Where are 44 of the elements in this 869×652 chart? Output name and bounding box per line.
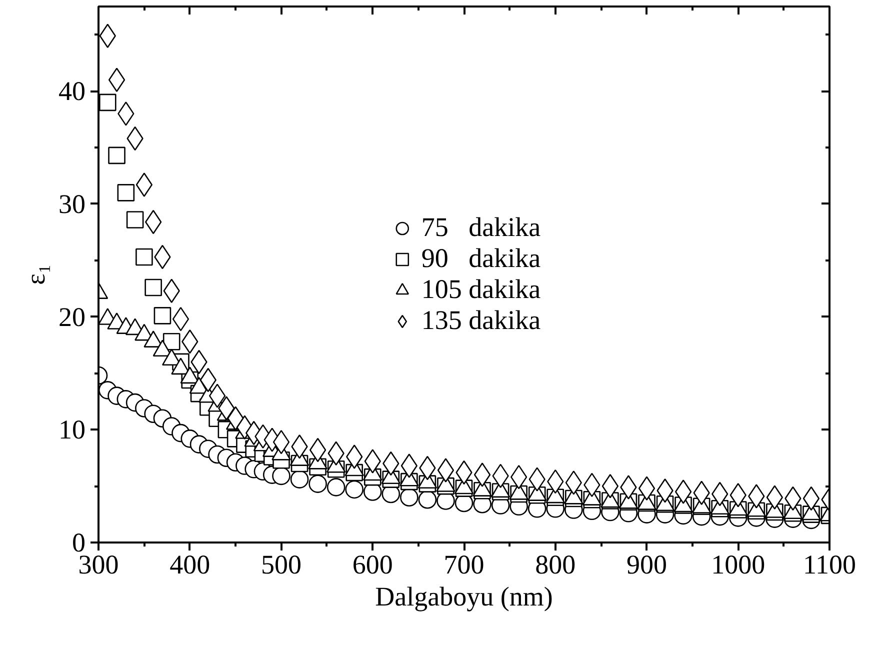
point	[802, 486, 820, 511]
point	[638, 476, 656, 500]
point	[136, 172, 153, 197]
point	[602, 474, 619, 498]
point	[108, 146, 126, 164]
point	[162, 332, 180, 350]
point	[208, 384, 226, 408]
point	[309, 438, 326, 462]
x-tick-label: 1100	[803, 550, 856, 580]
point	[308, 474, 327, 493]
x-tick-label: 500	[261, 550, 302, 580]
y-tick-label: 10	[58, 414, 86, 445]
legend-label: 135 dakika	[421, 305, 541, 336]
point	[172, 306, 190, 332]
legend-label: 90 dakika	[421, 243, 541, 274]
y-tick-label: 40	[58, 76, 86, 106]
point	[437, 458, 454, 482]
point	[474, 462, 491, 487]
x-tick-label: 1000	[711, 550, 766, 580]
point	[326, 478, 346, 496]
point	[272, 430, 290, 454]
y-tick-label: 30	[58, 188, 86, 219]
y-axis-title: ε₁	[20, 264, 50, 285]
point	[126, 211, 144, 228]
point	[108, 68, 126, 92]
point	[117, 184, 135, 202]
point	[272, 466, 290, 486]
x-tick-label: 400	[170, 550, 210, 580]
x-tick-label: 600	[352, 550, 393, 580]
x-tick-label: 700	[444, 550, 484, 580]
legend-label: 75 dakika	[421, 212, 541, 243]
legend-label: 105 dakika	[421, 274, 541, 305]
point	[290, 470, 309, 488]
x-tick-label: 900	[626, 550, 667, 580]
point	[98, 94, 116, 112]
y-tick-label: 20	[58, 302, 86, 332]
point	[144, 278, 162, 296]
point	[400, 488, 418, 506]
x-tick-label: 800	[535, 550, 576, 580]
point	[154, 307, 172, 324]
point	[345, 480, 364, 499]
x-axis-title: Dalgaboyu (nm)	[375, 582, 553, 612]
point	[136, 248, 153, 266]
point	[674, 480, 692, 504]
